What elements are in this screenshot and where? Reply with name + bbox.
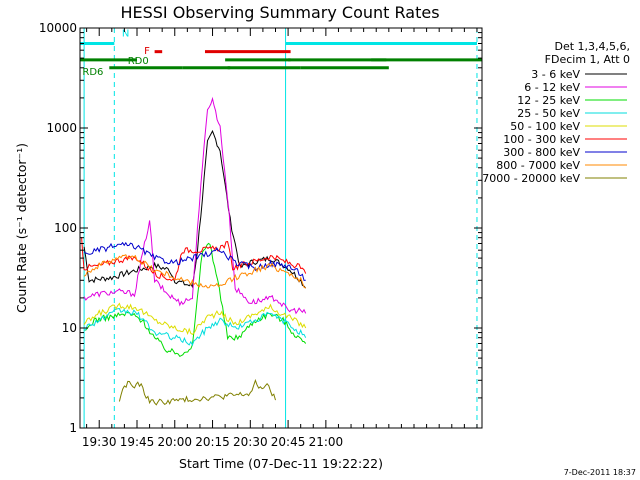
- series-line-3: [84, 307, 307, 347]
- series-line-7: [83, 254, 306, 289]
- segment-label-f: F: [144, 46, 150, 57]
- legend-label-1: 6 - 12 keV: [524, 81, 580, 94]
- y-tick-label-3: 1000: [46, 121, 77, 135]
- legend-label-3: 25 - 50 keV: [517, 107, 580, 120]
- series-line-0: [83, 129, 307, 289]
- x-axis-label: Start Time (07-Dec-11 19:22:22): [179, 456, 383, 471]
- x-tick-label-0: 19:30: [82, 435, 117, 449]
- x-tick-label-1: 19:45: [120, 435, 155, 449]
- legend-label-6: 300 - 800 keV: [503, 146, 580, 159]
- y-tick-label-0: 1: [69, 421, 77, 435]
- y-axis-ticks: 1 10 100 1000 10000: [39, 21, 482, 435]
- legend-header-line-2: FDecim 1, Att 0: [545, 53, 630, 66]
- segment-label-n: N: [122, 29, 129, 40]
- legend: Det 1,3,4,5,6, FDecim 1, Att 0 3 - 6 keV…: [482, 40, 630, 185]
- x-tick-label-3: 20:15: [195, 435, 230, 449]
- data-series: [81, 96, 307, 406]
- series-line-6: [83, 241, 306, 281]
- legend-label-8: 7000 - 20000 keV: [482, 172, 580, 185]
- x-tick-label-4: 20:30: [233, 435, 268, 449]
- legend-label-5: 100 - 300 keV: [503, 133, 580, 146]
- legend-label-4: 50 - 100 keV: [510, 120, 580, 133]
- x-tick-label-2: 20:00: [157, 435, 192, 449]
- footer-date: 7-Dec-2011 18:37: [564, 468, 636, 477]
- legend-header-line-1: Det 1,3,4,5,6,: [554, 40, 630, 53]
- legend-label-2: 12 - 25 keV: [517, 94, 580, 107]
- chart-title: HESSI Observing Summary Count Rates: [120, 3, 439, 22]
- segment-label-rd0: RD0: [128, 56, 149, 67]
- x-axis-ticks: 19:30 19:45 20:00 20:15 20:30 20:45 21:00: [82, 28, 478, 449]
- y-tick-label-1: 10: [62, 321, 77, 335]
- legend-label-7: 800 - 7000 keV: [496, 159, 580, 172]
- y-tick-label-2: 100: [54, 221, 77, 235]
- y-axis-label: Count Rate (s⁻¹ detector⁻¹): [14, 143, 29, 313]
- legend-label-0: 3 - 6 keV: [531, 68, 580, 81]
- series-line-5: [81, 237, 307, 282]
- segment-label-rd6: RD6: [82, 67, 103, 78]
- x-tick-label-6: 21:00: [309, 435, 344, 449]
- x-tick-label-5: 20:45: [271, 435, 306, 449]
- series-line-8: [118, 378, 276, 406]
- series-line-1: [83, 96, 307, 315]
- y-tick-label-4: 10000: [39, 21, 77, 35]
- series-line-4: [83, 302, 307, 336]
